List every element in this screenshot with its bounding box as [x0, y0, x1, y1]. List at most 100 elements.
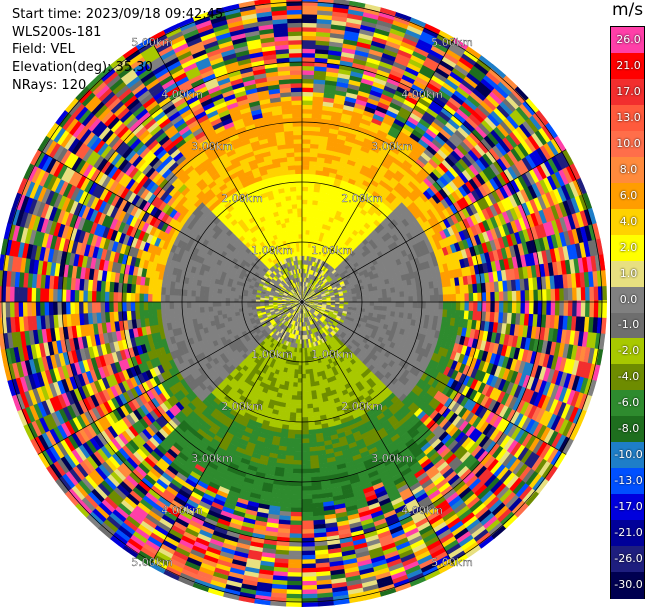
radar-gate [339, 295, 344, 299]
radar-gate [436, 88, 451, 101]
radar-gate [434, 294, 439, 302]
radar-gate [321, 283, 326, 288]
radar-gate [487, 67, 504, 82]
radar-gate [306, 292, 310, 297]
radar-gate [364, 291, 370, 296]
radar-gate [459, 196, 470, 208]
radar-gate [221, 302, 226, 307]
radar-gate [317, 297, 323, 300]
radar-gate [304, 242, 309, 248]
radar-gate [407, 284, 413, 291]
radar-gate [406, 204, 416, 214]
radar-gate [386, 296, 392, 302]
radar-gate [450, 285, 457, 295]
radar-gate [411, 161, 423, 172]
radar-gate [501, 234, 510, 248]
radar-gate [312, 286, 317, 291]
radar-gate [557, 245, 566, 261]
radar-gate [310, 284, 315, 290]
radar-gate [333, 278, 339, 284]
radar-gate [296, 199, 302, 205]
radar-gate [295, 190, 302, 196]
radar-gate [469, 213, 479, 226]
radar-gate [449, 242, 457, 254]
radar-gate [378, 297, 383, 302]
radar-gate [502, 182, 513, 197]
radar-gate [519, 187, 530, 203]
radar-gate [602, 284, 607, 302]
radar-gate [334, 280, 340, 285]
radar-gate [415, 170, 427, 181]
radar-gate [323, 267, 329, 273]
radar-gate [301, 130, 311, 136]
radar-gate [450, 223, 459, 235]
radar-gate [477, 231, 486, 244]
radar-gate [410, 277, 416, 285]
radar-gate [400, 249, 408, 257]
radar-gate [57, 289, 62, 304]
radar-gate [301, 165, 310, 170]
radar-gate [314, 289, 320, 294]
radar-gate [445, 244, 453, 255]
radar-gate [444, 182, 455, 194]
radar-gate [513, 230, 522, 245]
radar-gate [504, 245, 512, 259]
radar-gate [384, 206, 393, 215]
radar-gate [369, 297, 375, 302]
radar-gate [498, 119, 513, 135]
radar-gate [447, 135, 460, 148]
radar-gate [322, 298, 327, 300]
radar-gate [408, 271, 415, 279]
radar-gate [399, 268, 406, 276]
radar-gate [311, 285, 315, 290]
radar-gate [100, 291, 106, 304]
radar-gate [169, 302, 175, 310]
radar-gate [186, 289, 192, 297]
radar-gate [479, 77, 495, 92]
radar-gate [410, 108, 424, 119]
radar-gate [474, 124, 488, 139]
radar-gate [300, 100, 313, 106]
radar-gate [321, 295, 327, 298]
radar-gate [308, 288, 312, 293]
radar-gate [448, 40, 466, 54]
radar-gate [455, 292, 461, 302]
radar-gate [147, 293, 153, 303]
radar-gate [305, 225, 310, 231]
radar-gate [419, 239, 428, 249]
radar-gate [502, 279, 508, 292]
radar-gate [536, 194, 547, 210]
radar-gate [480, 118, 494, 133]
radar-gate [297, 221, 302, 226]
radar-gate [482, 134, 496, 149]
radar-gate [466, 191, 477, 204]
radar-gate [78, 290, 84, 304]
radar-gate [406, 278, 412, 286]
radar-gate [31, 287, 37, 304]
radar-gate [320, 290, 325, 294]
radar-gate [331, 246, 337, 253]
radar-gate [306, 208, 312, 214]
radar-gate [454, 276, 460, 286]
radar-gate [477, 291, 483, 302]
radar-gate [481, 167, 493, 181]
radar-gate [300, 95, 313, 101]
radar-gate [438, 219, 448, 231]
radar-gate [497, 211, 507, 226]
radar-gate [5, 302, 11, 320]
radar-gate [300, 91, 313, 97]
radar-gate [234, 302, 239, 306]
radar-gate [454, 174, 466, 187]
radar-gate [327, 278, 333, 283]
radar-gate [306, 293, 311, 297]
radar-gate [9, 286, 15, 304]
radar-gate [433, 66, 450, 79]
radar-gate [378, 179, 388, 188]
radar-gate [333, 259, 339, 265]
radar-gate [464, 166, 476, 179]
radar-gate [582, 191, 593, 210]
radar-gate [323, 287, 328, 291]
radar-gate [380, 160, 391, 170]
radar-gate [221, 293, 227, 299]
radar-gate [553, 169, 566, 187]
